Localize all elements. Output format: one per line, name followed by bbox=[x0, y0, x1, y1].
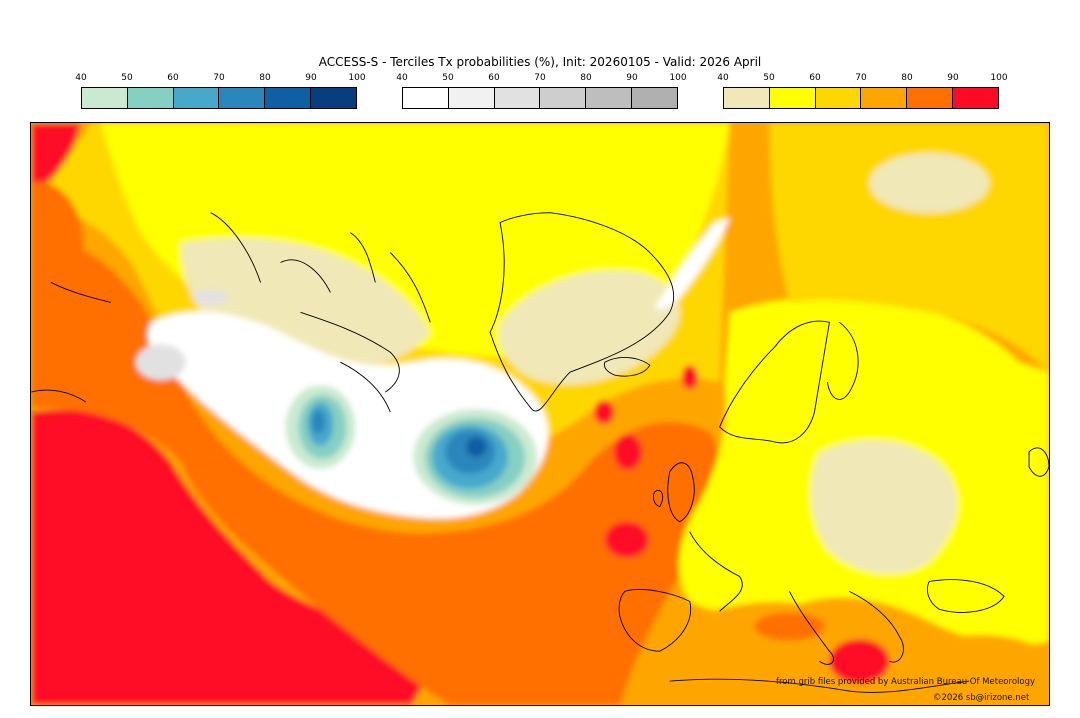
legend-swatch bbox=[815, 88, 862, 108]
legend-tick: 70 bbox=[213, 73, 225, 83]
coastline-scandinavia bbox=[719, 320, 830, 444]
legend-tick: 60 bbox=[488, 73, 500, 83]
coastline-italy bbox=[789, 591, 834, 665]
legend-swatch bbox=[403, 88, 449, 108]
field-darkorange-west bbox=[31, 181, 84, 333]
coastlines bbox=[31, 212, 1049, 693]
legend-swatch bbox=[494, 88, 541, 108]
field-white-streak bbox=[654, 217, 730, 310]
copyright-credit: ©2026 sb@irizone.net bbox=[933, 693, 1030, 703]
coastline-iceland bbox=[603, 357, 651, 377]
legend-swatch bbox=[540, 88, 587, 108]
legend-swatch bbox=[448, 88, 495, 108]
coastline-canada-arctic bbox=[210, 212, 431, 393]
coastline-north-africa bbox=[669, 678, 970, 693]
legend-normal: 40 50 60 70 80 90 100 bbox=[396, 73, 687, 113]
legend-swatch bbox=[82, 88, 128, 108]
field-khaki-greenland bbox=[498, 269, 680, 384]
legend-swatch bbox=[632, 88, 677, 108]
legend-above-normal: 40 50 60 70 80 90 100 bbox=[717, 73, 1008, 113]
field-blue3 bbox=[466, 436, 487, 457]
legend-tick: 90 bbox=[305, 73, 317, 83]
field-red-cell bbox=[681, 365, 698, 390]
legend-tick: 80 bbox=[580, 73, 592, 83]
coastline-iberia bbox=[618, 589, 692, 652]
legend-tick: 50 bbox=[442, 73, 454, 83]
legend-colorbar bbox=[723, 87, 999, 109]
legend-swatch bbox=[769, 88, 816, 108]
coastline-british-isles bbox=[652, 462, 695, 523]
field-khaki-ne bbox=[869, 152, 990, 213]
legend-tick: 40 bbox=[717, 73, 729, 83]
field-grey bbox=[135, 344, 186, 381]
coastline-balkans bbox=[849, 590, 904, 663]
legend-ticks: 40 50 60 70 80 90 100 bbox=[396, 73, 686, 87]
legend-swatch bbox=[586, 88, 633, 108]
field-red-cell bbox=[613, 433, 642, 470]
source-credit: from grib files provided by Australian B… bbox=[776, 677, 1036, 687]
legend-tick: 80 bbox=[901, 73, 913, 83]
legend-tick: 70 bbox=[534, 73, 546, 83]
probability-map bbox=[30, 122, 1050, 706]
legend-tick: 100 bbox=[990, 73, 1008, 83]
legend-below-normal: 40 50 60 70 80 90 100 bbox=[75, 73, 366, 113]
legend-swatch bbox=[219, 88, 266, 108]
legend-swatch bbox=[173, 88, 220, 108]
legend-swatch bbox=[311, 88, 356, 108]
legend-tick: 100 bbox=[348, 73, 366, 83]
coastline-hudson-labrador bbox=[31, 282, 391, 413]
legend-tick: 100 bbox=[669, 73, 687, 83]
coastline-caspian bbox=[1028, 447, 1049, 477]
field-red-nw bbox=[31, 123, 81, 193]
legend-tick: 70 bbox=[855, 73, 867, 83]
legend-colorbar bbox=[402, 87, 678, 109]
field-red-cell bbox=[593, 400, 614, 424]
legend-swatch bbox=[861, 88, 908, 108]
field-red-cell bbox=[604, 521, 649, 558]
coastline-europe-west bbox=[689, 531, 743, 612]
coastline-finland bbox=[826, 321, 859, 400]
legend-tick: 90 bbox=[626, 73, 638, 83]
field-darkorange bbox=[31, 240, 721, 705]
field-blue2 bbox=[311, 410, 326, 434]
legend-swatch bbox=[953, 88, 998, 108]
legend-tick: 50 bbox=[121, 73, 133, 83]
coastline-black-sea bbox=[926, 579, 1005, 613]
legend-tick: 60 bbox=[809, 73, 821, 83]
field-red-atlantic bbox=[31, 409, 423, 705]
coastline-greenland bbox=[489, 212, 675, 412]
legend-tick: 60 bbox=[167, 73, 179, 83]
legend-tick: 50 bbox=[763, 73, 775, 83]
legend-tick: 40 bbox=[396, 73, 408, 83]
field-grey bbox=[192, 289, 229, 306]
legend-swatch bbox=[907, 88, 954, 108]
legend-swatch bbox=[724, 88, 770, 108]
field-red-med bbox=[829, 639, 890, 684]
map-title: ACCESS-S - Terciles Tx probabilities (%)… bbox=[318, 55, 762, 69]
legend-tick: 40 bbox=[75, 73, 87, 83]
legend-tick: 80 bbox=[259, 73, 271, 83]
legend-swatch bbox=[127, 88, 174, 108]
field-darkorange-med bbox=[754, 612, 825, 641]
field-khaki-europe bbox=[810, 439, 958, 574]
legend-ticks: 40 50 60 70 80 90 100 bbox=[717, 73, 1007, 87]
legend-swatch bbox=[265, 88, 312, 108]
legend-colorbar bbox=[81, 87, 357, 109]
legend-ticks: 40 50 60 70 80 90 100 bbox=[75, 73, 365, 87]
legend-tick: 90 bbox=[947, 73, 959, 83]
